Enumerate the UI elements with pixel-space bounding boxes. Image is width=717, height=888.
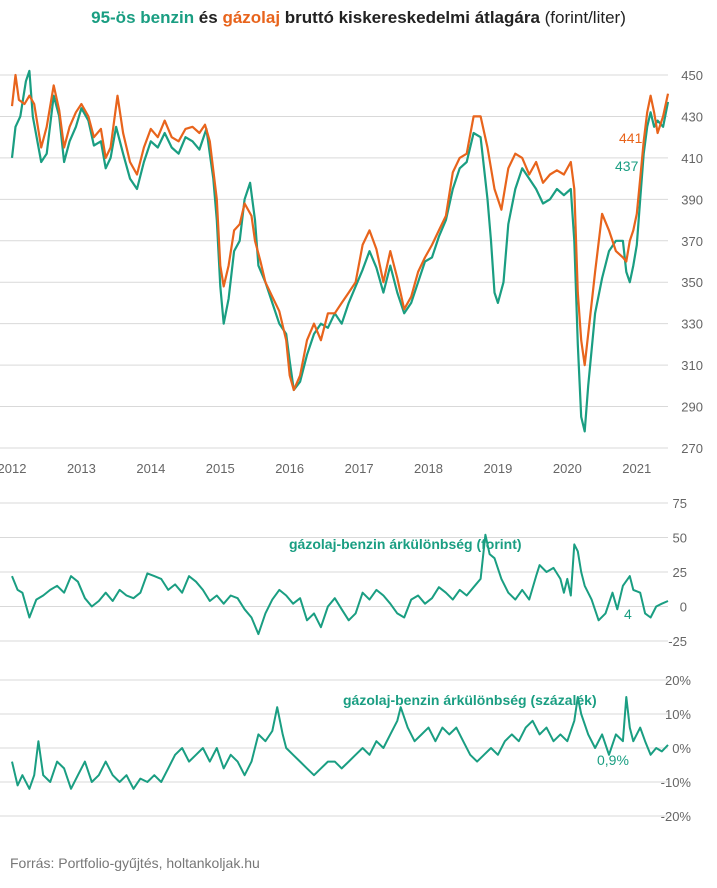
- y-tick-330: 330: [681, 317, 703, 332]
- x-tick-2016: 2016: [275, 461, 304, 476]
- end-label-forint: 4: [624, 606, 632, 622]
- y-tick-forint--25: -25: [668, 634, 687, 649]
- x-tick-2018: 2018: [414, 461, 443, 476]
- series-line-gazolaj: [10, 73, 670, 392]
- x-tick-2013: 2013: [67, 461, 96, 476]
- x-tick-2019: 2019: [483, 461, 512, 476]
- title-unit: (forint/liter): [539, 8, 626, 27]
- y-tick-percent-10: 10%: [665, 707, 691, 722]
- series-line-benzin: [10, 69, 670, 433]
- panel-title-percent: gázolaj-benzin árkülönbség (százalék): [343, 692, 597, 708]
- series-line-percent-diff: [11, 696, 669, 790]
- y-tick-390: 390: [681, 192, 703, 207]
- end-label-benzin: 437: [615, 158, 639, 174]
- y-tick-310: 310: [681, 358, 703, 373]
- y-tick-percent-0: 0%: [672, 741, 691, 756]
- y-tick-percent--10: -10%: [661, 775, 692, 790]
- y-tick-forint-75: 75: [673, 496, 687, 511]
- y-tick-forint-0: 0: [680, 600, 687, 615]
- end-label-gazolaj: 441: [619, 130, 643, 146]
- forint-series: [11, 533, 669, 636]
- x-tick-2012: 2012: [0, 461, 26, 476]
- x-tick-2020: 2020: [553, 461, 582, 476]
- title-gazolaj: gázolaj: [222, 8, 281, 27]
- y-tick-350: 350: [681, 275, 703, 290]
- series-line-forint-diff: [11, 533, 669, 636]
- main-gridlines: 450 430 410 390 370 350 330 310 290 270 2012 2013 20…: [0, 68, 703, 476]
- chart-title: 95-ös benzin és gázolaj bruttó kiskeresk…: [0, 8, 717, 28]
- y-tick-forint-25: 25: [673, 565, 687, 580]
- forint-gridlines: 75 50 25 0 -25: [0, 496, 687, 649]
- y-tick-percent--20: -20%: [661, 809, 692, 824]
- y-tick-290: 290: [681, 400, 703, 415]
- y-tick-270: 270: [681, 441, 703, 456]
- end-label-percent: 0,9%: [597, 752, 629, 768]
- x-tick-2015: 2015: [206, 461, 235, 476]
- title-and: és: [194, 8, 223, 27]
- y-tick-forint-50: 50: [673, 531, 687, 546]
- panel-title-forint: gázolaj-benzin árkülönbség (forint): [289, 536, 522, 552]
- y-tick-410: 410: [681, 151, 703, 166]
- y-tick-450: 450: [681, 68, 703, 83]
- y-tick-430: 430: [681, 109, 703, 124]
- y-tick-percent-20: 20%: [665, 673, 691, 688]
- percent-gridlines: 20% 10% 0% -10% -20%: [0, 673, 691, 824]
- x-tick-2014: 2014: [136, 461, 165, 476]
- y-tick-370: 370: [681, 234, 703, 249]
- title-main: bruttó kiskereskedelmi átlagára: [280, 8, 540, 27]
- main-series: [10, 69, 670, 433]
- x-tick-2021: 2021: [622, 461, 651, 476]
- chart-labels: 441 437 gázolaj-benzin árkülönbség (forint…: [289, 130, 643, 768]
- percent-series: [11, 696, 669, 790]
- x-tick-2017: 2017: [345, 461, 374, 476]
- source-note: Forrás: Portfolio-gyűjtés, holtankoljak.…: [10, 855, 260, 871]
- title-benzin: 95-ös benzin: [91, 8, 195, 27]
